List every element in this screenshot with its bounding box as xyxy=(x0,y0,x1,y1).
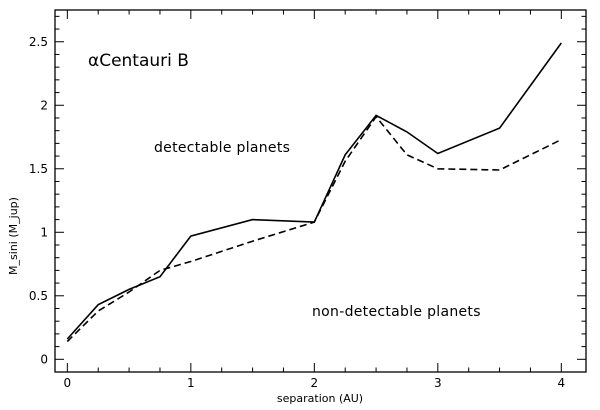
y-tick-label: 0.5 xyxy=(29,289,48,303)
tick-labels: 0 1 2 3 4 0 0.5 1 1.5 2 2.5 xyxy=(29,35,565,390)
x-axis-label: separation (AU) xyxy=(277,392,363,405)
series-line-dashed xyxy=(66,115,562,343)
plot-frame xyxy=(54,9,587,373)
x-tick-label: 0 xyxy=(64,376,72,390)
y-tick-label: 1.5 xyxy=(29,162,48,176)
y-tick-label: 0 xyxy=(40,352,48,366)
y-tick-label: 1 xyxy=(40,225,48,239)
axis-ticks xyxy=(55,10,586,372)
x-tick-label: 1 xyxy=(187,376,195,390)
series-line-solid xyxy=(66,42,562,340)
x-tick-label: 4 xyxy=(557,376,565,390)
y-tick-label: 2 xyxy=(40,98,48,112)
y-tick-label: 2.5 xyxy=(29,35,48,49)
annotation-detectable: detectable planets xyxy=(154,140,290,156)
x-tick-label: 3 xyxy=(434,376,442,390)
x-tick-label: 2 xyxy=(311,376,319,390)
annotation-non-detectable: non-detectable planets xyxy=(312,304,481,320)
series-group xyxy=(66,42,562,343)
chart-title: αCentauri B xyxy=(88,51,189,71)
y-axis-label: M_sini (M_jup) xyxy=(7,197,20,275)
